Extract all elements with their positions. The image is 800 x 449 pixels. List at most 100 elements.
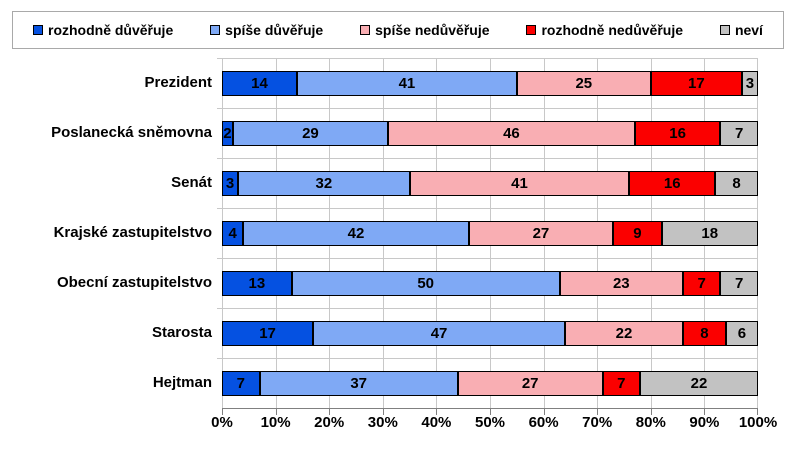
- bar-segment: 17: [222, 321, 314, 346]
- bar-value-label: 37: [350, 375, 368, 392]
- bar-segment: 8: [715, 171, 758, 196]
- bar-segment: 37: [259, 371, 458, 396]
- bar-value-label: 3: [745, 75, 755, 92]
- legend-item: neví: [719, 22, 763, 38]
- bar-segment: 27: [457, 371, 603, 396]
- gridline-horizontal: [222, 208, 758, 209]
- x-axis-tick-label: 30%: [367, 414, 398, 431]
- bar-value-label: 6: [737, 325, 747, 342]
- category-label: Poslanecká sněmovna: [51, 124, 212, 141]
- legend-label: rozhodně důvěřuje: [48, 22, 174, 38]
- bar-value-label: 17: [687, 75, 705, 92]
- x-axis-tick-label: 100%: [738, 414, 778, 431]
- y-axis-tick: [217, 158, 222, 159]
- stacked-bar: 2 29 46 16 7: [222, 121, 758, 146]
- legend-label: spíše důvěřuje: [225, 22, 324, 38]
- bar-value-label: 9: [633, 225, 642, 242]
- legend-label: spíše nedůvěřuje: [375, 22, 490, 38]
- bar-value-label: 13: [248, 275, 266, 292]
- bar-segment: 18: [661, 221, 758, 246]
- x-axis-tick: [543, 409, 545, 415]
- bar-segment: 47: [313, 321, 566, 346]
- x-axis-tick: [650, 409, 652, 415]
- legend-item: spíše důvěřuje: [210, 22, 323, 38]
- bar-segment: 46: [388, 121, 635, 146]
- bar-segment: 7: [682, 271, 721, 296]
- plot-area: 14 41 25 17 3 2 29 46 16 7 3 32 41 16 8 4 42 27 9 18 13 50 23 7…: [217, 58, 758, 415]
- bar-value-label: 18: [701, 225, 719, 242]
- bar-segment: 8: [682, 321, 726, 346]
- bar-segment: 4: [222, 221, 244, 246]
- x-axis-tick-label: 40%: [421, 414, 452, 431]
- bar-value-label: 7: [617, 375, 626, 392]
- bar-value-label: 29: [302, 125, 319, 142]
- stacked-bar: 17 47 22 8 6: [222, 321, 758, 346]
- bar-value-label: 3: [225, 175, 235, 192]
- y-axis-tick: [217, 208, 222, 209]
- stacked-bar: 14 41 25 17 3: [222, 71, 758, 96]
- bar-value-label: 16: [663, 175, 681, 192]
- bar-value-label: 41: [511, 175, 528, 192]
- bar-segment: 50: [291, 271, 560, 296]
- gridline-horizontal: [222, 308, 758, 309]
- bar-segment: 7: [602, 371, 641, 396]
- x-axis-tick: [704, 409, 706, 415]
- bar-segment: 29: [232, 121, 389, 146]
- bar-value-label: 46: [503, 125, 520, 142]
- x-axis-tick: [436, 409, 438, 415]
- x-axis-tick-label: 10%: [260, 414, 291, 431]
- bar-segment: 14: [222, 71, 298, 96]
- category-label: Senát: [171, 174, 212, 191]
- x-axis-tick: [757, 409, 758, 415]
- legend-swatch-icon: [719, 25, 730, 35]
- x-axis-tick: [329, 409, 331, 415]
- category-label: Hejtman: [152, 374, 212, 391]
- x-axis-tick-label: 80%: [635, 414, 666, 431]
- bar-value-label: 2: [223, 125, 232, 142]
- legend-label: neví: [734, 22, 763, 38]
- bar-value-label: 7: [735, 275, 744, 292]
- x-axis-tick-label: 0%: [211, 414, 233, 431]
- x-axis-tick-label: 70%: [582, 414, 613, 431]
- category-label: Obecní zastupitelstvo: [56, 274, 212, 291]
- y-axis-tick: [217, 358, 222, 359]
- bar-value-label: 8: [700, 325, 709, 342]
- legend-item: rozhodně důvěřuje: [33, 22, 173, 38]
- bar-segment: 2: [222, 121, 233, 146]
- y-axis-tick: [217, 258, 222, 259]
- bar-segment: 32: [238, 171, 410, 196]
- bar-segment: 3: [222, 171, 239, 196]
- bar-value-label: 7: [236, 375, 245, 392]
- x-axis-tick: [275, 409, 277, 415]
- bar-value-label: 27: [532, 225, 550, 242]
- y-axis-tick: [217, 58, 222, 59]
- bar-segment: 41: [409, 171, 630, 196]
- bar-segment: 23: [559, 271, 683, 296]
- bar-value-label: 8: [732, 175, 741, 192]
- stacked-bar: 4 42 27 9 18: [222, 221, 758, 246]
- bar-segment: 7: [720, 271, 758, 296]
- y-axis-tick: [217, 308, 222, 309]
- bar-segment: 6: [725, 321, 758, 346]
- bar-value-label: 14: [251, 75, 268, 92]
- bar-value-label: 27: [521, 375, 539, 392]
- legend-swatch-icon: [360, 25, 371, 35]
- bar-segment: 22: [565, 321, 683, 346]
- gridline-horizontal: [222, 258, 758, 259]
- chart-legend: rozhodně důvěřuje spíše důvěřuje spíše ned…: [12, 11, 784, 49]
- x-axis-tick-label: 60%: [528, 414, 559, 431]
- x-axis-tick: [222, 409, 223, 415]
- bar-segment: 13: [222, 271, 292, 296]
- bar-segment: 16: [629, 171, 716, 196]
- gridline-horizontal: [222, 108, 758, 109]
- category-label: Starosta: [151, 324, 212, 341]
- bar-segment: 22: [640, 371, 758, 396]
- x-axis-tick-label: 90%: [689, 414, 720, 431]
- bar-segment: 7: [720, 121, 758, 146]
- bar-segment: 3: [741, 71, 758, 96]
- x-axis-tick: [490, 409, 491, 415]
- bar-segment: 7: [222, 371, 260, 396]
- x-axis-tick: [597, 409, 599, 415]
- x-axis-tick-label: 20%: [314, 414, 345, 431]
- bar-segment: 17: [650, 71, 742, 96]
